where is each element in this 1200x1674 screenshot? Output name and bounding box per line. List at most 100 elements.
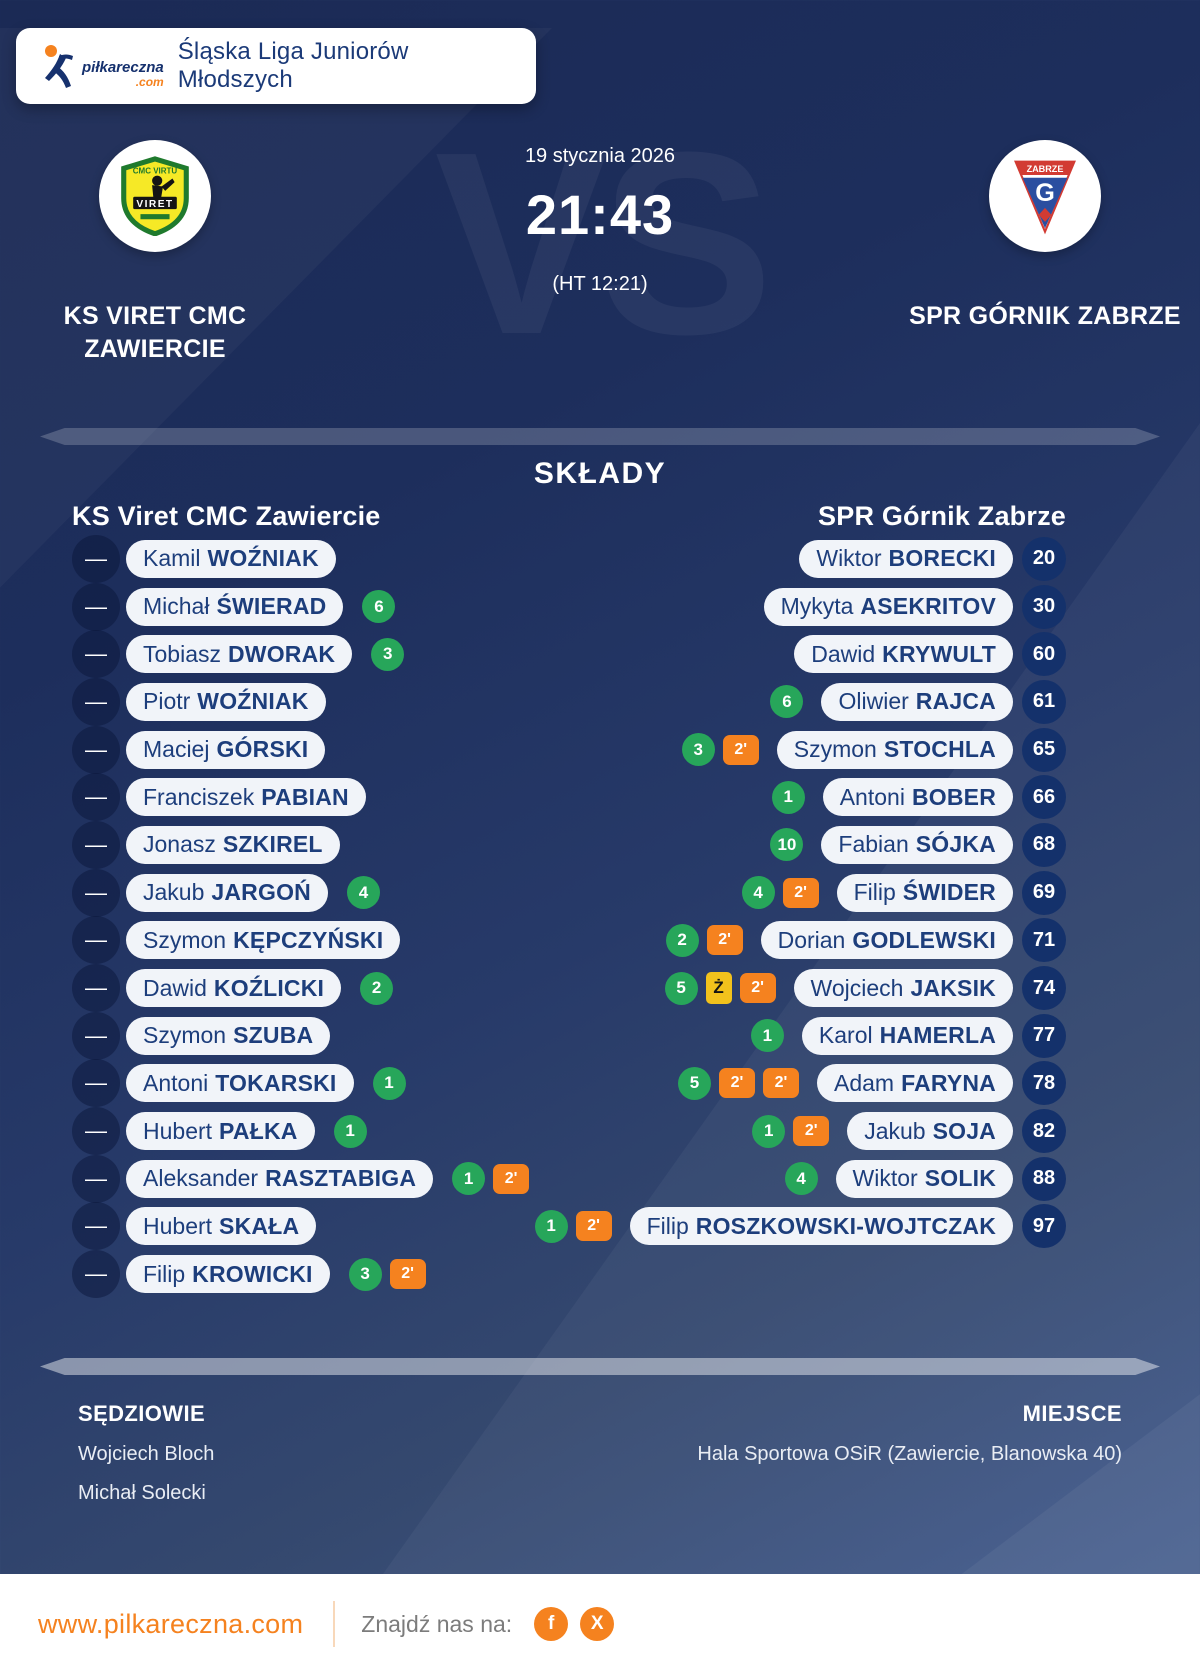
- player-first-name: Antoni: [143, 1069, 209, 1096]
- brand-tld: .com: [135, 75, 164, 89]
- home-player: — Piotr WOŹNIAK: [72, 677, 326, 726]
- away-player: 4 Wiktor SOLIK 88: [784, 1156, 1066, 1201]
- home-player: — Szymon SZUBA: [72, 1011, 331, 1060]
- home-player-number: —: [72, 868, 120, 917]
- away-player-number: 30: [1022, 584, 1066, 629]
- home-player-number: —: [72, 1154, 120, 1203]
- player-pill: Maciej GÓRSKI: [126, 730, 326, 769]
- goals-badge: 2: [665, 923, 699, 957]
- player-pill: Jakub SOJA: [847, 1112, 1013, 1151]
- player-first-name: Tobiasz: [143, 640, 221, 667]
- home-player: — Szymon KĘPCZYŃSKI: [72, 916, 401, 965]
- player-last-name: TOKARSKI: [215, 1069, 337, 1096]
- lineup-row: — Dawid KOŹLICKI 2 5 Ż 2' Wojciech JAKSIK 74: [72, 964, 1066, 1013]
- away-player-number: 60: [1022, 632, 1066, 677]
- away-team-name: SPR GÓRNIK ZABRZE: [909, 302, 1181, 330]
- player-pill: Wiktor SOLIK: [835, 1159, 1013, 1198]
- player-last-name: RASZTABIGA: [265, 1165, 417, 1192]
- player-last-name: SZUBA: [233, 1022, 314, 1049]
- player-pill: Karol HAMERLA: [801, 1016, 1013, 1055]
- lineup-row: — Hubert PAŁKA 1 1 2' Jakub SOJA 82: [72, 1107, 1066, 1156]
- player-first-name: Szymon: [793, 736, 877, 763]
- lineup-row: — Aleksander RASZTABIGA 1 2' 4 Wiktor SOLIK 88: [72, 1154, 1066, 1203]
- player-pill: Szymon SZUBA: [126, 1016, 331, 1055]
- player-first-name: Oliwier: [838, 688, 909, 715]
- lineup-row: — Maciej GÓRSKI 3 2' Szymon STOCHLA 65: [72, 725, 1066, 774]
- home-player-number: —: [72, 1011, 120, 1060]
- player-last-name: BORECKI: [888, 545, 996, 572]
- player-pill: Filip ROSZKOWSKI-WOJTCZAK: [629, 1207, 1013, 1246]
- penalty-2min-badge: 2': [762, 1068, 799, 1099]
- player-badges: 1: [771, 780, 805, 814]
- x-twitter-icon[interactable]: X: [580, 1607, 615, 1641]
- player-last-name: KROWICKI: [192, 1260, 313, 1287]
- away-player: 6 Oliwier RAJCA 61: [770, 679, 1066, 724]
- away-player-number: 61: [1022, 679, 1066, 724]
- away-player-number: 97: [1022, 1204, 1066, 1249]
- lineup-row: — Franciszek PABIAN 1 Antoni BOBER 66: [72, 773, 1066, 822]
- player-pill: Wojciech JAKSIK: [793, 969, 1013, 1008]
- player-pill: Szymon KĘPCZYŃSKI: [126, 921, 401, 960]
- player-pill: Piotr WOŹNIAK: [126, 682, 326, 721]
- player-last-name: WOŹNIAK: [207, 545, 319, 572]
- penalty-2min-badge: 2': [722, 734, 759, 765]
- away-player: 4 2' Filip ŚWIDER 69: [741, 870, 1066, 915]
- home-player: — Aleksander RASZTABIGA 1 2': [72, 1154, 530, 1203]
- player-first-name: Aleksander: [143, 1165, 259, 1192]
- player-pill: Dawid KOŹLICKI: [126, 969, 342, 1008]
- venue-name: Hala Sportowa OSiR (Zawiercie, Blanowska…: [697, 1443, 1122, 1465]
- player-last-name: ŚWIERAD: [216, 593, 327, 620]
- gornik-crest-icon: ZABRZE G: [1014, 160, 1076, 235]
- player-last-name: BOBER: [911, 783, 996, 810]
- home-player: — Franciszek PABIAN: [72, 773, 366, 822]
- facebook-icon[interactable]: f: [534, 1607, 569, 1641]
- home-team-name: KS VIRET CMC ZAWIERCIE: [63, 302, 247, 363]
- goals-badge: 6: [770, 685, 804, 719]
- lineup-row: — Hubert SKAŁA 1 2' Filip ROSZKOWSKI-WOJTCZAK 9…: [72, 1202, 1066, 1251]
- player-first-name: Filip: [853, 879, 896, 906]
- player-badges: 10: [770, 828, 804, 862]
- player-first-name: Piotr: [143, 688, 191, 715]
- player-pill: Oliwier RAJCA: [821, 682, 1013, 721]
- home-player: — Jakub JARGOŃ 4: [72, 868, 380, 917]
- player-first-name: Jonasz: [143, 831, 216, 858]
- lineups-title: SKŁADY: [533, 457, 667, 490]
- player-pill: Mykyta ASEKRITOV: [763, 587, 1013, 626]
- player-badges: 4: [346, 876, 380, 910]
- player-pill: Antoni BOBER: [822, 778, 1013, 817]
- home-player-number: —: [72, 1059, 120, 1108]
- away-player-number: 77: [1022, 1013, 1066, 1058]
- home-player: — Kamil WOŹNIAK: [72, 534, 336, 583]
- match-score: 21:43: [525, 183, 675, 246]
- lineup-row: — Jakub JARGOŃ 4 4 2' Filip ŚWIDER 69: [72, 868, 1066, 917]
- away-player: 1 Antoni BOBER 66: [771, 775, 1066, 820]
- player-last-name: KRYWULT: [882, 640, 996, 667]
- home-team-block: CMC VIRTU VIRET KS VIRET CMC ZAWIERCIE: [0, 140, 310, 366]
- vs-watermark: VS: [434, 99, 774, 389]
- home-player-number: —: [72, 1250, 120, 1299]
- viret-crest-icon: CMC VIRTU VIRET: [121, 156, 189, 236]
- website-link[interactable]: www.pilkareczna.com: [38, 1608, 304, 1639]
- goals-badge: 1: [452, 1162, 486, 1196]
- away-player: Wiktor BORECKI 20: [799, 536, 1066, 581]
- referees-label: SĘDZIOWIE: [78, 1401, 206, 1426]
- brand-name: piłkareczna: [82, 59, 164, 76]
- player-first-name: Fabian: [838, 831, 909, 858]
- away-player-number: 74: [1022, 966, 1066, 1011]
- player-badges: 2: [360, 971, 394, 1005]
- away-player-number: 20: [1022, 536, 1066, 581]
- lineup-row: — Tobiasz DWORAK 3 Dawid KRYWULT 60: [72, 630, 1066, 679]
- goals-badge: 10: [770, 828, 804, 862]
- player-last-name: STOCHLA: [883, 736, 996, 763]
- player-pill: Hubert PAŁKA: [126, 1112, 315, 1151]
- pilkareczna-logo: piłkareczna .com: [38, 44, 164, 88]
- footer-divider: [40, 1358, 1160, 1375]
- player-pill: Franciszek PABIAN: [126, 778, 366, 817]
- player-last-name: SKAŁA: [219, 1212, 300, 1239]
- home-player: — Antoni TOKARSKI 1: [72, 1059, 406, 1108]
- away-team-block: ZABRZE G SPR GÓRNIK ZABRZE: [890, 140, 1200, 366]
- svg-text:VIRET: VIRET: [136, 199, 173, 210]
- goals-badge: 1: [372, 1066, 406, 1100]
- player-first-name: Maciej: [143, 736, 210, 763]
- halftime-score: (HT 12:21): [552, 273, 648, 295]
